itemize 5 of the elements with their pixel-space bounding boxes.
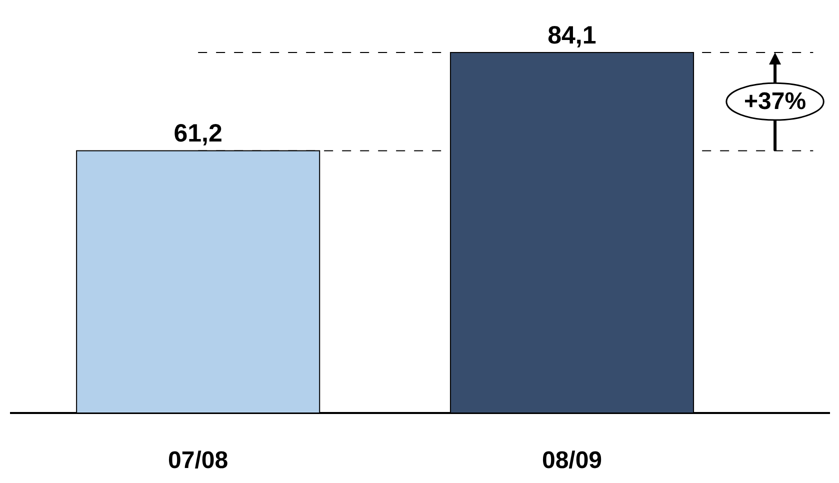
data-label: 84,1 — [548, 22, 596, 50]
x-tick-label: 07/08 — [168, 447, 228, 474]
x-tick-label: 08/09 — [542, 447, 602, 474]
annotation: +37% — [744, 88, 806, 115]
data-label: 61,2 — [174, 120, 222, 148]
